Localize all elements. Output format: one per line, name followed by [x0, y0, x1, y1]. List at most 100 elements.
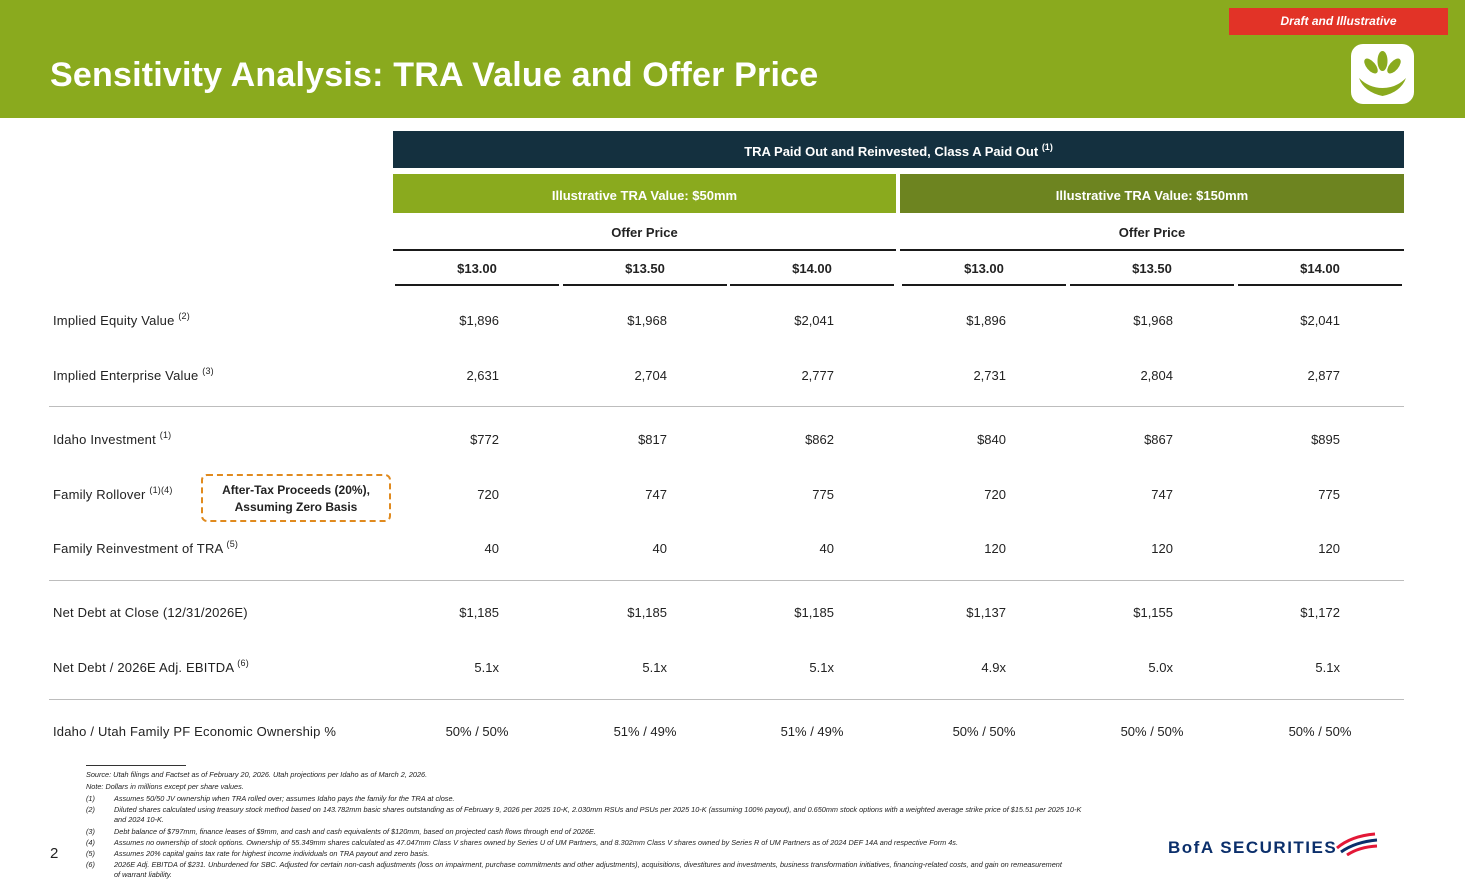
page-title: Sensitivity Analysis: TRA Value and Offe… — [50, 56, 819, 94]
table-cell: $862 — [805, 432, 834, 447]
divider — [1070, 284, 1234, 286]
callout-line: After-Tax Proceeds (20%), — [222, 483, 370, 497]
row-label-text: Idaho / Utah Family PF Economic Ownershi… — [53, 724, 337, 739]
divider — [900, 249, 1404, 251]
row-label: Implied Enterprise Value (3) — [53, 365, 214, 383]
group-header-50mm: Illustrative TRA Value: $50mm — [393, 174, 896, 213]
brand-wordmark: BofA SECURITIES — [1168, 838, 1338, 857]
row-label: Family Rollover (1)(4) — [53, 484, 173, 502]
divider — [395, 284, 559, 286]
row-footnote-ref: (1) — [159, 429, 172, 440]
callout-line: Assuming Zero Basis — [234, 500, 358, 514]
table-cell: $1,185 — [627, 605, 667, 620]
table-cell: $1,896 — [966, 313, 1006, 328]
offer-price-label-right: Offer Price — [1118, 225, 1186, 240]
row-label: Idaho Investment (1) — [53, 429, 172, 447]
table-cell: 50% / 50% — [952, 724, 1016, 739]
footnote-rule — [86, 765, 186, 766]
table-cell: $817 — [638, 432, 667, 447]
table-cell: 40 — [484, 541, 499, 556]
callout-after-tax: After-Tax Proceeds (20%), Assuming Zero … — [201, 474, 391, 522]
footnote-note: Note: Dollars in millions except per sha… — [86, 782, 244, 791]
footnote-source: Source: Utah filings and Factset as of F… — [86, 770, 428, 779]
table-cell: 5.1x — [1315, 660, 1340, 675]
table-cell: $1,155 — [1133, 605, 1173, 620]
table-cell: $1,896 — [459, 313, 499, 328]
footnote-text: 2026E Adj. EBITDA of $231. Unburdened fo… — [114, 860, 1062, 869]
table-cell: 50% / 50% — [445, 724, 509, 739]
page-number: 2 — [50, 845, 59, 862]
table-cell: 40 — [819, 541, 834, 556]
table-cell: 2,731 — [973, 368, 1006, 383]
footnote-number: (4) — [86, 838, 95, 847]
divider — [730, 284, 894, 286]
footnote-number: (5) — [86, 849, 95, 858]
table-cell: 2,704 — [634, 368, 667, 383]
table-cell: 720 — [984, 487, 1006, 502]
table-cell: 720 — [477, 487, 499, 502]
divider — [902, 284, 1066, 286]
table-cell: $1,185 — [459, 605, 499, 620]
table-cell: $772 — [470, 432, 499, 447]
divider — [393, 249, 896, 251]
table-cell: 747 — [645, 487, 667, 502]
row-label-text: Net Debt / 2026E Adj. EBITDA — [53, 660, 234, 675]
table-cell: $1,137 — [966, 605, 1006, 620]
footnote-text: and 2024 10-K. — [114, 815, 164, 824]
row-footnote-ref: (3) — [202, 365, 214, 376]
footnote-text: Assumes 50/50 JV ownership when TRA roll… — [114, 794, 455, 803]
table-cell: $2,041 — [1300, 313, 1340, 328]
row-label-text: Net Debt at Close (12/31/2026E) — [53, 605, 248, 620]
column-header: $14.00 — [792, 261, 832, 276]
table-cell: $2,041 — [794, 313, 834, 328]
row-footnote-ref: (5) — [226, 538, 239, 549]
row-label: Family Reinvestment of TRA (5) — [53, 538, 239, 556]
table-cell: 2,631 — [466, 368, 499, 383]
row-label: Idaho / Utah Family PF Economic Ownershi… — [53, 724, 336, 739]
table-cell: $1,185 — [794, 605, 834, 620]
row-label-text: Family Rollover — [53, 487, 146, 502]
table-cell: 120 — [984, 541, 1006, 556]
table-cell: 775 — [812, 487, 834, 502]
row-footnote-ref: (1)(4) — [149, 484, 173, 495]
table-cell: $1,172 — [1300, 605, 1340, 620]
table-cell: 5.1x — [642, 660, 667, 675]
footnote-number: (2) — [86, 805, 95, 814]
header-bar — [0, 0, 1465, 118]
table-cell: 51% / 49% — [780, 724, 844, 739]
divider — [1238, 284, 1402, 286]
table-cell: $895 — [1311, 432, 1340, 447]
column-header: $14.00 — [1300, 261, 1340, 276]
row-footnote-ref: (6) — [237, 657, 249, 668]
table-cell: $1,968 — [627, 313, 667, 328]
table-cell: 747 — [1151, 487, 1173, 502]
column-header: $13.50 — [625, 261, 665, 276]
footnote-text: Diluted shares calculated using treasury… — [114, 805, 1082, 814]
draft-badge: Draft and Illustrative — [1229, 8, 1448, 35]
footnote-text: of warrant liability. — [114, 870, 172, 879]
column-header: $13.50 — [1132, 261, 1172, 276]
footnote-text: Assumes 20% capital gains tax rate for h… — [114, 849, 430, 858]
footnote-number: (1) — [86, 794, 95, 803]
footnote-text: Assumes no ownership of stock options. O… — [114, 838, 958, 847]
leaf-logo-icon — [1351, 44, 1414, 104]
footnote-number: (3) — [86, 827, 95, 836]
column-header: $13.00 — [964, 261, 1004, 276]
table-cell: 2,877 — [1307, 368, 1340, 383]
row-footnote-ref: (2) — [178, 310, 190, 321]
table-cell: 50% / 50% — [1120, 724, 1184, 739]
table-cell: 4.9x — [981, 660, 1006, 675]
table-cell: $867 — [1144, 432, 1173, 447]
group-header-150mm: Illustrative TRA Value: $150mm — [900, 174, 1404, 213]
offer-price-label-left: Offer Price — [611, 225, 678, 240]
row-label: Net Debt at Close (12/31/2026E) — [53, 605, 248, 620]
table-cell: 40 — [652, 541, 667, 556]
column-header: $13.00 — [457, 261, 497, 276]
section-divider — [49, 580, 1404, 581]
table-cell: 51% / 49% — [613, 724, 677, 739]
table-band-title: TRA Paid Out and Reinvested, Class A Pai… — [393, 131, 1404, 168]
bofa-flag-icon — [1333, 830, 1379, 861]
table-cell: 5.1x — [809, 660, 834, 675]
row-label-text: Family Reinvestment of TRA — [53, 541, 223, 556]
table-cell: 120 — [1318, 541, 1340, 556]
